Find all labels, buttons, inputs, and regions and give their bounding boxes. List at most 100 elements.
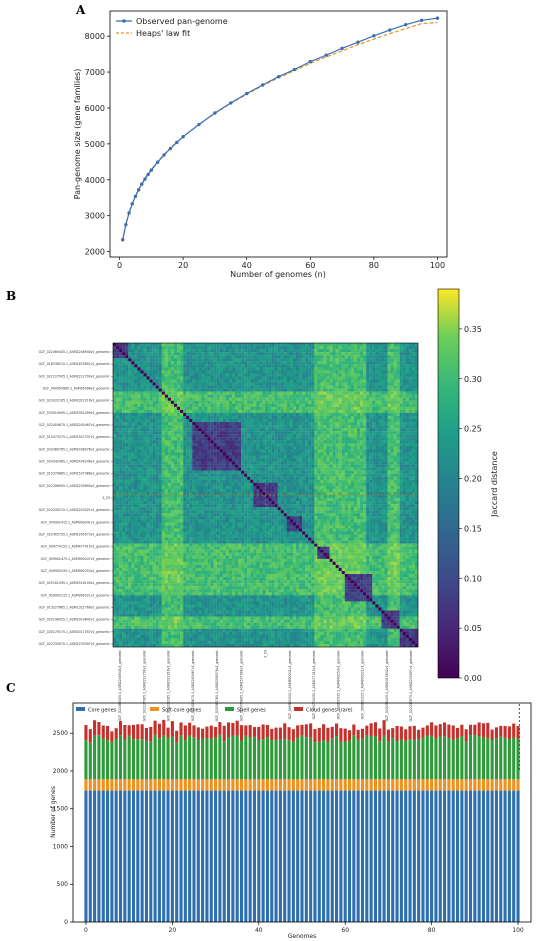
heatmap-cell xyxy=(250,461,254,465)
heatmap-cell xyxy=(131,349,135,353)
heatmap-cell xyxy=(222,352,226,356)
heatmap-cell xyxy=(277,440,281,444)
heatmap-cell xyxy=(225,443,230,447)
heatmap-cell xyxy=(393,349,397,353)
heatmap-cell xyxy=(253,361,257,365)
heatmap-cell xyxy=(201,437,205,441)
heatmap-cell xyxy=(414,440,419,444)
heatmap-cell xyxy=(372,403,376,407)
heatmap-cell xyxy=(241,425,245,429)
heatmap-cell xyxy=(143,434,147,438)
heatmap-cell xyxy=(305,382,309,386)
heatmap-cell xyxy=(265,458,269,462)
heatmap-cell xyxy=(253,437,257,441)
heatmap-cell xyxy=(231,370,236,374)
heatmap-cell xyxy=(341,464,345,468)
heatmap-cell xyxy=(350,376,355,380)
heatmap-cell xyxy=(213,488,217,493)
heatmap-cell xyxy=(167,355,172,359)
heatmap-cell xyxy=(201,370,205,374)
heatmap-cell xyxy=(323,476,327,480)
heatmap-cell xyxy=(314,364,318,368)
heatmap-cell xyxy=(378,352,382,356)
heatmap-cell xyxy=(408,455,413,459)
heatmap-cell xyxy=(378,449,382,453)
heatmap-cell xyxy=(411,434,416,438)
heatmap-cell xyxy=(119,376,123,380)
heatmap-cell xyxy=(341,391,345,395)
heatmap-cell xyxy=(122,346,126,350)
heatmap-cell xyxy=(225,482,230,487)
heatmap-cell xyxy=(155,346,159,350)
heatmap-cell xyxy=(396,343,400,347)
heatmap-cell xyxy=(350,431,355,435)
heatmap-cell xyxy=(311,409,315,414)
heatmap-cell xyxy=(195,437,199,441)
heatmap-cell xyxy=(332,446,336,450)
heatmap-cell xyxy=(347,349,352,353)
heatmap-cell xyxy=(213,355,217,359)
observed-point xyxy=(181,134,185,139)
heatmap-cell xyxy=(167,470,172,474)
heatmap-cell xyxy=(296,428,300,432)
heatmap-cell xyxy=(289,391,294,395)
heatmap-cell xyxy=(192,397,196,401)
heatmap-cell xyxy=(378,403,382,407)
heatmap-cell xyxy=(292,428,297,432)
heatmap-cell xyxy=(357,419,361,423)
heatmap-cell xyxy=(161,367,165,371)
heatmap-cell xyxy=(396,482,400,487)
heatmap-cell xyxy=(353,406,358,411)
heatmap-cell xyxy=(271,458,275,462)
heatmap-cell xyxy=(195,443,199,447)
heatmap-cell xyxy=(228,367,233,371)
heatmap-cell xyxy=(289,373,294,377)
heatmap-cell xyxy=(320,406,324,411)
heatmap-cell xyxy=(405,400,409,404)
heatmap-cell xyxy=(308,467,312,471)
heatmap-cell xyxy=(186,355,190,359)
heatmap-cell xyxy=(177,397,181,401)
heatmap-cell xyxy=(207,455,211,459)
heatmap-cell xyxy=(323,391,327,395)
heatmap-cell xyxy=(381,452,385,456)
heatmap-cell xyxy=(414,373,419,377)
heatmap-cell xyxy=(155,358,159,362)
heatmap-cell xyxy=(320,400,324,404)
heatmap-cell xyxy=(225,422,230,426)
heatmap-cell xyxy=(302,361,306,365)
heatmap-cell xyxy=(125,382,129,386)
heatmap-cell xyxy=(323,403,327,407)
heatmap-cell xyxy=(274,382,278,386)
heatmap-cell xyxy=(387,409,391,414)
heatmap-cell xyxy=(198,419,202,423)
heatmap-cell xyxy=(247,458,251,462)
heatmap-cell xyxy=(158,355,162,359)
heatmap-cell xyxy=(387,403,391,407)
heatmap-cell xyxy=(308,473,312,477)
heatmap-cell xyxy=(363,440,367,444)
heatmap-cell xyxy=(253,394,257,398)
heatmap-cell xyxy=(341,403,345,407)
heatmap-cell xyxy=(268,412,272,417)
heatmap-cell xyxy=(305,343,309,347)
heatmap-cell xyxy=(317,406,321,411)
heatmap-cell xyxy=(317,346,321,350)
heatmap-cell xyxy=(326,346,330,350)
heatmap-cell xyxy=(329,434,333,438)
heatmap-cell xyxy=(170,403,175,407)
heatmap-cell xyxy=(323,452,327,456)
heatmap-cell xyxy=(366,388,370,392)
heatmap-cell xyxy=(381,376,385,380)
heatmap-cell xyxy=(411,358,416,362)
heatmap-cell xyxy=(235,358,239,362)
heatmap-cell xyxy=(341,382,345,386)
heatmap-cell xyxy=(231,364,236,368)
heatmap-cell xyxy=(280,440,284,444)
heatmap-cell xyxy=(320,343,324,347)
heatmap-cell xyxy=(408,382,413,386)
heatmap-cell xyxy=(131,412,135,417)
heatmap-cell xyxy=(167,376,172,380)
heatmap-cell xyxy=(299,367,303,371)
heatmap-cell xyxy=(366,443,370,447)
